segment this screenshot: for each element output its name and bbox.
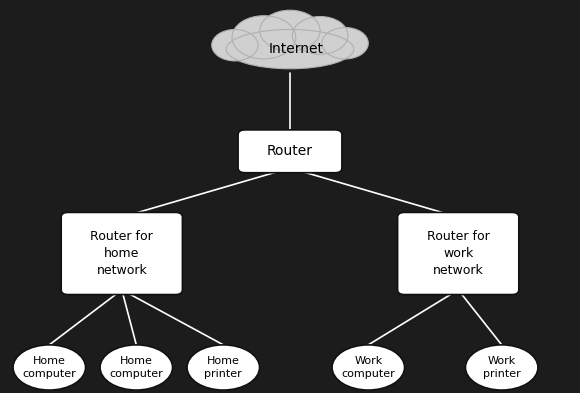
Text: Home
computer: Home computer [23, 356, 76, 379]
Text: Work
computer: Work computer [342, 356, 395, 379]
Ellipse shape [322, 28, 368, 59]
Text: Work
printer: Work printer [483, 356, 521, 379]
Ellipse shape [260, 10, 320, 51]
Ellipse shape [465, 345, 538, 390]
FancyBboxPatch shape [61, 213, 182, 295]
Text: Internet: Internet [269, 42, 323, 56]
Text: Home
computer: Home computer [110, 356, 163, 379]
Ellipse shape [226, 29, 354, 69]
Ellipse shape [292, 17, 348, 54]
Ellipse shape [212, 29, 258, 61]
Text: Router: Router [267, 144, 313, 158]
Ellipse shape [187, 345, 260, 390]
FancyBboxPatch shape [398, 213, 519, 295]
Ellipse shape [100, 345, 173, 390]
Ellipse shape [332, 345, 405, 390]
Ellipse shape [232, 16, 296, 59]
Text: Router for
home
network: Router for home network [90, 230, 153, 277]
FancyBboxPatch shape [238, 130, 342, 173]
Text: Home
printer: Home printer [204, 356, 242, 379]
Ellipse shape [13, 345, 86, 390]
Text: Router for
work
network: Router for work network [427, 230, 490, 277]
